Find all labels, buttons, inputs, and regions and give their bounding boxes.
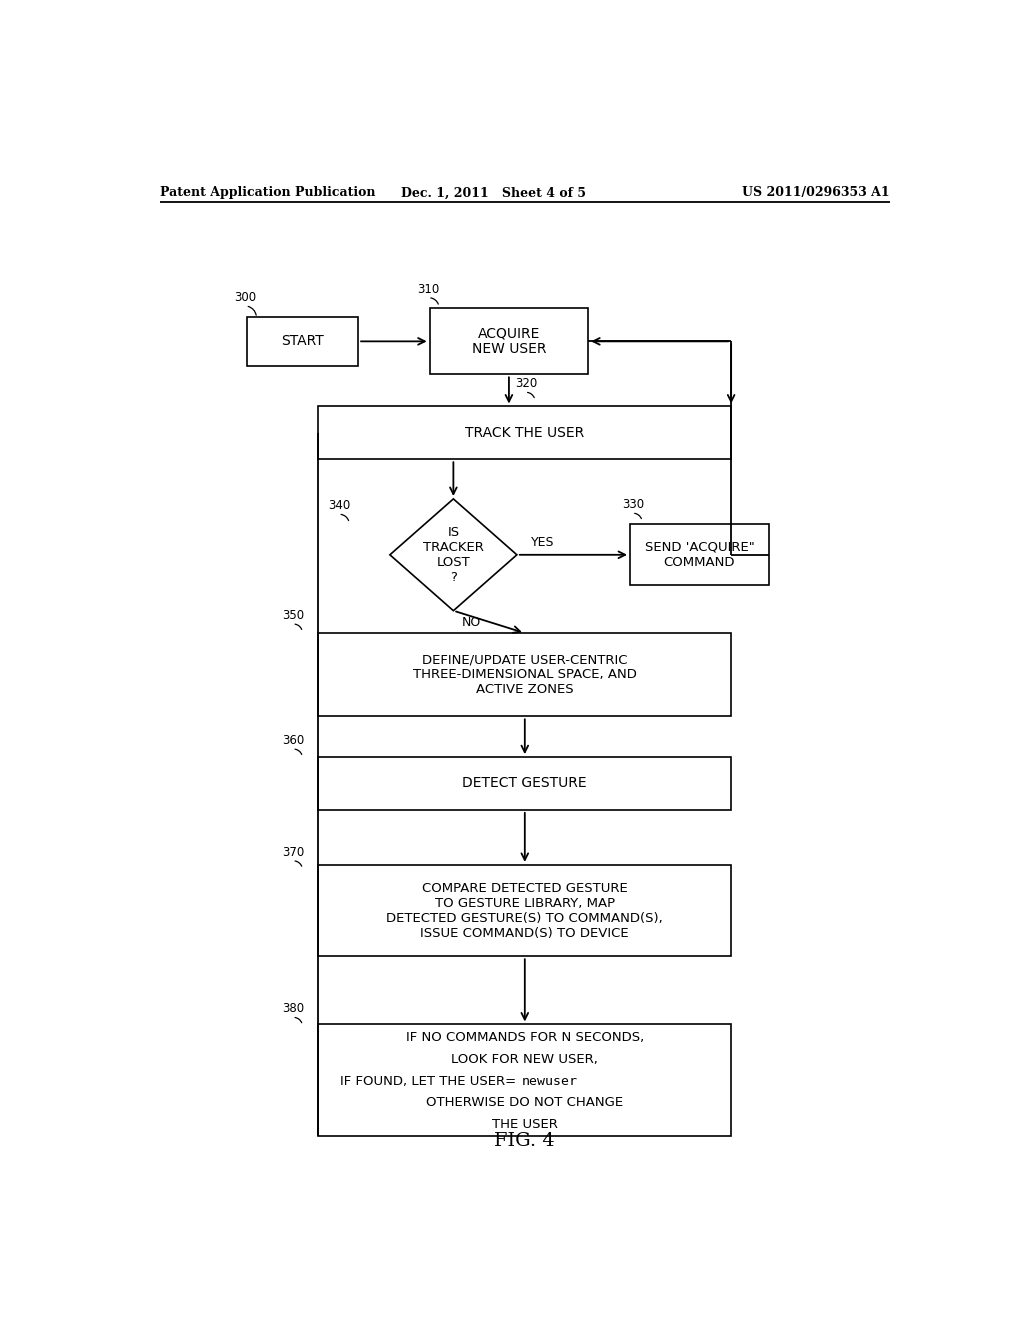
Text: OTHERWISE DO NOT CHANGE: OTHERWISE DO NOT CHANGE bbox=[426, 1096, 624, 1109]
Text: 370: 370 bbox=[282, 846, 304, 859]
Text: THE USER: THE USER bbox=[492, 1118, 558, 1131]
Text: 320: 320 bbox=[515, 378, 538, 391]
Polygon shape bbox=[390, 499, 517, 611]
Text: SEND 'ACQUIRE"
COMMAND: SEND 'ACQUIRE" COMMAND bbox=[644, 541, 755, 569]
Text: TRACK THE USER: TRACK THE USER bbox=[465, 426, 585, 440]
Text: IF NO COMMANDS FOR N SECONDS,: IF NO COMMANDS FOR N SECONDS, bbox=[406, 1031, 644, 1044]
FancyBboxPatch shape bbox=[318, 758, 731, 810]
Text: 340: 340 bbox=[328, 499, 350, 512]
Text: YES: YES bbox=[531, 536, 555, 549]
Text: 350: 350 bbox=[282, 609, 304, 622]
Text: LOOK FOR NEW USER,: LOOK FOR NEW USER, bbox=[452, 1053, 598, 1067]
Text: Patent Application Publication: Patent Application Publication bbox=[160, 186, 375, 199]
FancyBboxPatch shape bbox=[318, 865, 731, 956]
Text: IS
TRACKER
LOST
?: IS TRACKER LOST ? bbox=[423, 525, 483, 583]
Text: 380: 380 bbox=[282, 1002, 304, 1015]
Text: FIG. 4: FIG. 4 bbox=[495, 1133, 555, 1150]
Text: COMPARE DETECTED GESTURE
TO GESTURE LIBRARY, MAP
DETECTED GESTURE(S) TO COMMAND(: COMPARE DETECTED GESTURE TO GESTURE LIBR… bbox=[386, 882, 664, 940]
Text: 330: 330 bbox=[623, 498, 644, 511]
Text: ACQUIRE
NEW USER: ACQUIRE NEW USER bbox=[472, 326, 546, 356]
Text: newuser: newuser bbox=[521, 1074, 578, 1088]
FancyBboxPatch shape bbox=[318, 634, 731, 717]
Text: DEFINE/UPDATE USER-CENTRIC
THREE-DIMENSIONAL SPACE, AND
ACTIVE ZONES: DEFINE/UPDATE USER-CENTRIC THREE-DIMENSI… bbox=[413, 653, 637, 696]
Text: Dec. 1, 2011   Sheet 4 of 5: Dec. 1, 2011 Sheet 4 of 5 bbox=[400, 186, 586, 199]
Text: START: START bbox=[282, 334, 324, 348]
Text: 360: 360 bbox=[282, 734, 304, 747]
FancyBboxPatch shape bbox=[318, 1024, 731, 1137]
Text: IF FOUND, LET THE USER=: IF FOUND, LET THE USER= bbox=[340, 1074, 521, 1088]
FancyBboxPatch shape bbox=[247, 317, 358, 366]
FancyBboxPatch shape bbox=[318, 407, 731, 459]
Text: 310: 310 bbox=[418, 282, 440, 296]
Text: 300: 300 bbox=[234, 290, 256, 304]
Text: NO: NO bbox=[461, 616, 480, 628]
Text: US 2011/0296353 A1: US 2011/0296353 A1 bbox=[742, 186, 890, 199]
Text: DETECT GESTURE: DETECT GESTURE bbox=[463, 776, 587, 791]
FancyBboxPatch shape bbox=[430, 309, 588, 375]
FancyBboxPatch shape bbox=[630, 524, 769, 585]
